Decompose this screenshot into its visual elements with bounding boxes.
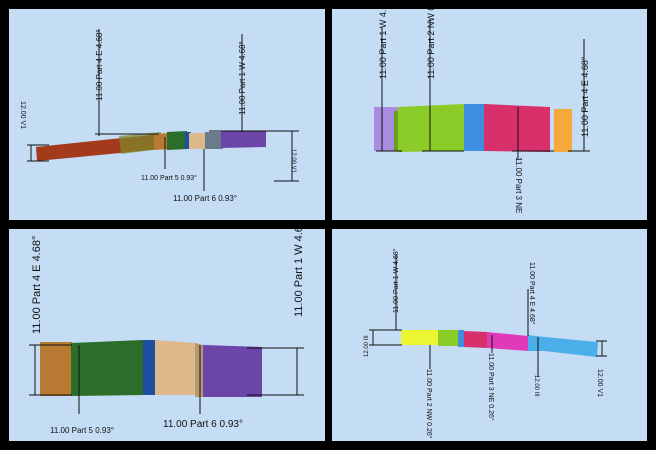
part-tan [155, 340, 195, 395]
part-crimson [484, 104, 550, 152]
part-lime [438, 330, 458, 346]
part-crimson [464, 331, 487, 348]
part-lime-small [394, 111, 400, 151]
bottom-right-drawing: 11.00 Part 1 W 4.68° 11.00 Part 4 E 4.68… [364, 248, 607, 439]
part-navy [143, 340, 155, 395]
view-bottom-right[interactable]: 11.00 Part 1 W 4.68° 11.00 Part 4 E 4.68… [332, 229, 647, 441]
label-right-v: 12.00 V1 [596, 369, 603, 397]
part-ochre [40, 342, 72, 396]
label-right-v: 12.00 V1 [290, 149, 296, 174]
view-bottom-left[interactable]: 11.00 Part 4 E 4.68° 11.00 Part 1 W 4.68… [9, 229, 325, 441]
part-gray [205, 132, 223, 149]
label-part-6: 11.00 Part 6 0.93° [173, 194, 237, 203]
label-part-5: 11.00 Part 5 0.93° [50, 426, 114, 435]
part-olive [119, 132, 161, 154]
label-part-3: 11.00 Part 3 NE 0.26° [487, 353, 495, 421]
label-part-2: 11.00 Part 2 NW 0. [426, 9, 436, 79]
part-sky [544, 337, 598, 357]
label-part-4: 11.00 Part 4 E 4.68° [95, 29, 104, 101]
label-part-4: 11.00 Part 4 E 4.68° [580, 56, 590, 137]
label-part-3: 11.00 Part 3 NE [514, 157, 523, 213]
label-part-6: 11.00 Part 6 0.93° [163, 419, 243, 430]
part-dark-green [167, 131, 187, 150]
label-left-v: 12.00 III [364, 335, 370, 357]
view-top-left[interactable]: 11.00 Part 4 E 4.68° 11.00 Part 1 W 4.68… [9, 9, 325, 220]
view-top-right[interactable]: 11.00 Part 1 W 4.68° 11.00 Part 2 NW 0. … [332, 9, 647, 220]
bottom-left-drawing: 11.00 Part 4 E 4.68° 11.00 Part 1 W 4.68… [29, 229, 305, 435]
label-part-4: 11.00 Part 4 E 4.68° [528, 262, 536, 325]
part-magenta [487, 332, 528, 351]
label-part-2: 11.00 Part 2 NW 0.26° [425, 369, 433, 439]
label-left-v: 12.00 V1 [19, 101, 26, 129]
part-purple [221, 131, 266, 148]
part-yellow [401, 330, 438, 345]
label-part-4: 11.00 Part 4 E 4.68° [31, 236, 43, 334]
part-tan [189, 133, 205, 149]
top-left-drawing: 11.00 Part 4 E 4.68° 11.00 Part 1 W 4.68… [19, 29, 299, 203]
label-part-1: 11.00 Part 1 W 4.68 [293, 229, 305, 317]
part-sky-small [528, 335, 544, 351]
top-right-drawing: 11.00 Part 1 W 4.68° 11.00 Part 2 NW 0. … [374, 9, 590, 213]
label-mid-v: 12.00 III [533, 375, 539, 397]
part-blue [464, 104, 484, 151]
label-part-1: 11.00 Part 1 W 4.68° [238, 41, 247, 115]
label-part-1: 11.00 Part 1 W 4.68° [392, 248, 400, 313]
label-part-1: 11.00 Part 1 W 4.68° [378, 9, 388, 79]
part-blue [458, 330, 464, 347]
part-dark-green [71, 340, 143, 396]
part-ochre [154, 133, 169, 150]
label-part-5: 11.00 Part 5 0.93° [141, 174, 197, 182]
part-purple [203, 345, 262, 397]
part-orange [554, 109, 572, 152]
part-tan-edge [195, 343, 203, 397]
part-lime [398, 104, 464, 152]
